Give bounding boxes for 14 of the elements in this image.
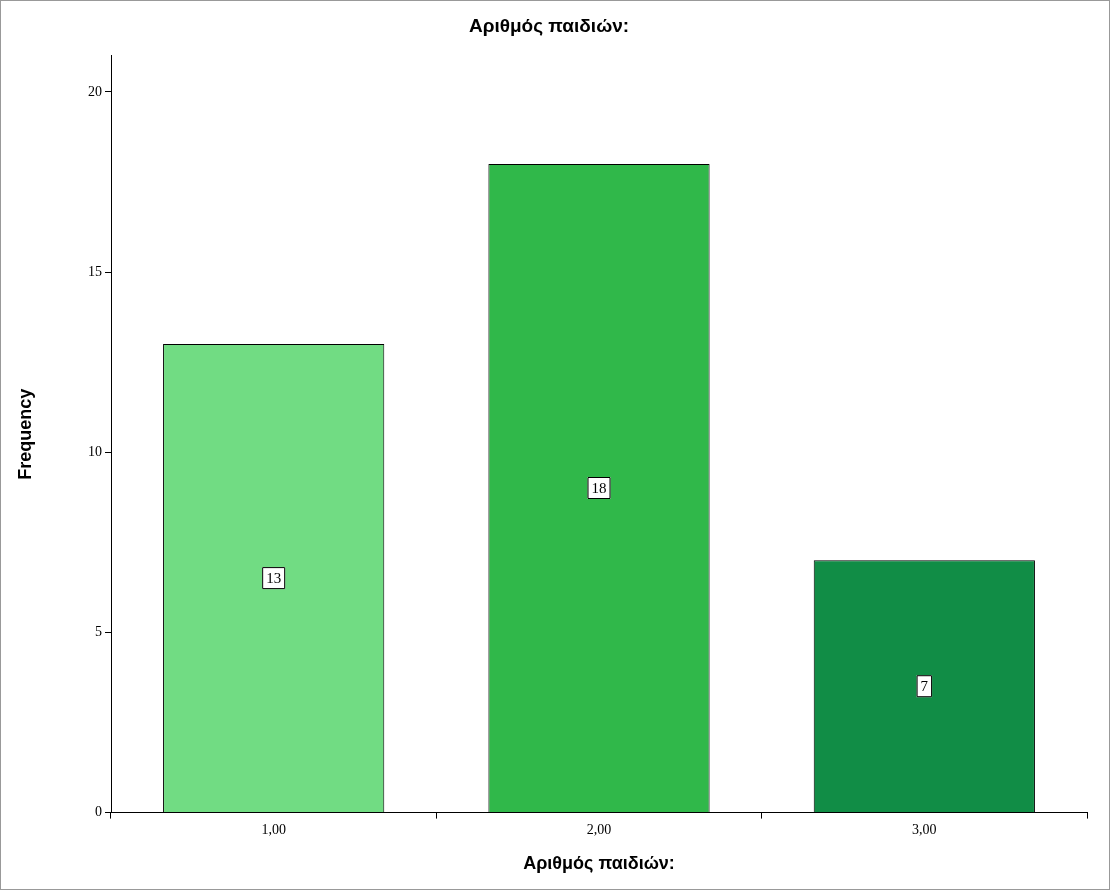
data-label: 7 (920, 678, 929, 695)
x-tick-label: 2,00 (586, 821, 612, 837)
data-label: 18 (591, 479, 607, 496)
y-tick-label: 5 (95, 624, 102, 640)
y-tick-label: 10 (88, 443, 102, 459)
x-tick-label: 1,00 (261, 821, 286, 837)
data-label: 13 (266, 570, 282, 587)
y-tick-label: 20 (88, 83, 102, 99)
y-tick-label: 15 (88, 263, 102, 279)
y-tick-label: 0 (95, 804, 102, 820)
chart-title: Αριθμός παιδιών: (468, 14, 630, 36)
x-axis-title: Αριθμός παιδιών: (523, 853, 675, 874)
x-tick-label: 3,00 (912, 821, 937, 837)
y-axis-title: Frequency (14, 388, 35, 480)
